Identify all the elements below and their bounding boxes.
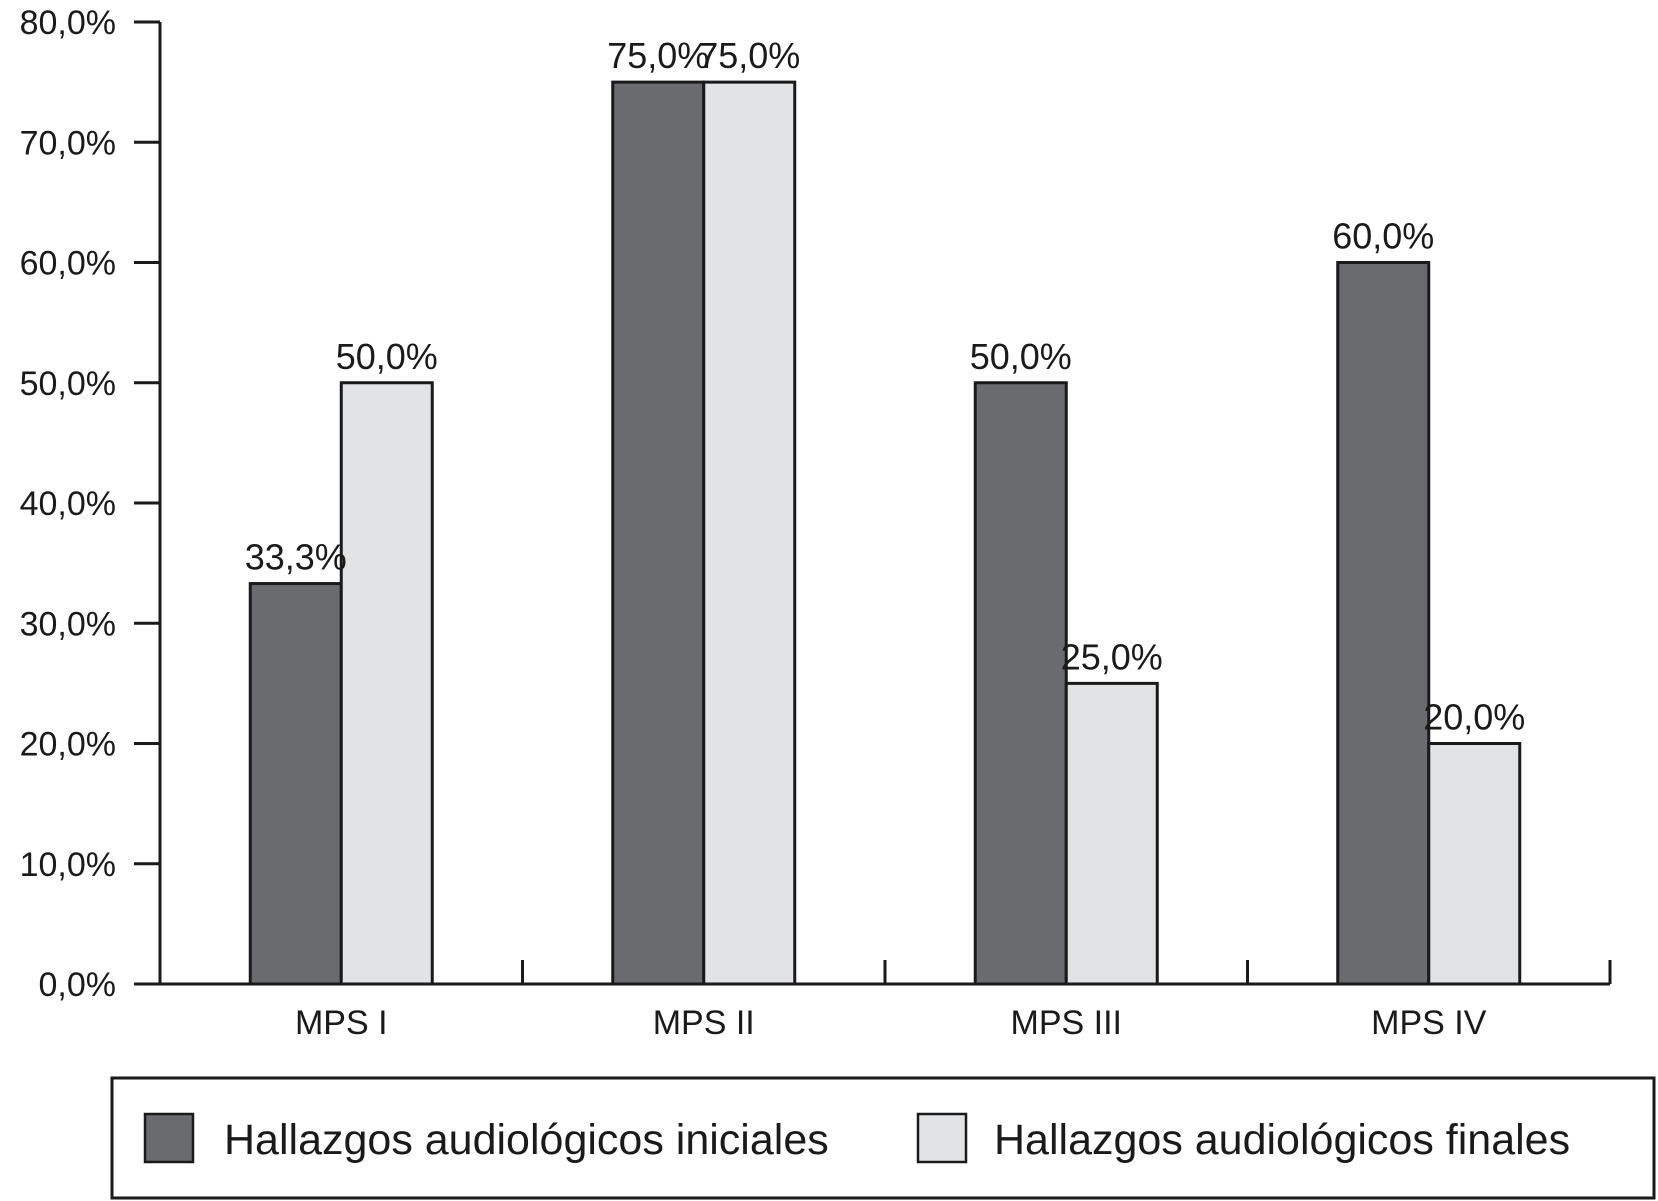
- bar-initial: [248, 582, 343, 986]
- legend-label-initial: Hallazgos audiológicos iniciales: [224, 1116, 829, 1164]
- legend-swatch-initial: [143, 1112, 195, 1164]
- bar-final: [702, 80, 797, 986]
- bar-final: [1064, 681, 1159, 986]
- data-label: 33,3%: [245, 537, 347, 578]
- data-labels: 33,3% 50,0% 75,0%75,0% 50,0% 25,0% 60,0% 20,0%: [245, 35, 1526, 737]
- bar-final: [339, 381, 434, 986]
- legend: Hallazgos audiológicos iniciales Hallazg…: [110, 1076, 1656, 1200]
- x-tick-label: MPS II: [653, 1004, 755, 1042]
- legend-swatch-final: [916, 1112, 968, 1164]
- y-tick-label: 30,0%: [20, 605, 116, 643]
- data-label: 20,0%: [1423, 697, 1525, 738]
- y-tick-label: 10,0%: [20, 846, 116, 884]
- x-tick-label: MPS I: [295, 1004, 388, 1042]
- x-tick-label: MPS IV: [1371, 1004, 1487, 1042]
- y-tick-label: 40,0%: [20, 485, 116, 523]
- bar-initial: [973, 381, 1068, 986]
- data-label: 60,0%: [1332, 216, 1434, 257]
- bar-initial: [611, 80, 706, 986]
- x-tick-label: MPS III: [1011, 1004, 1122, 1042]
- bar-initial: [1336, 261, 1431, 986]
- y-tick-label: 0,0%: [39, 966, 117, 1004]
- legend-box: [110, 1076, 1656, 1200]
- data-label: 75,0%: [607, 35, 709, 76]
- y-tick-label: 20,0%: [20, 726, 116, 764]
- bars: [248, 80, 1522, 986]
- data-label: 25,0%: [1061, 636, 1163, 677]
- legend-label-final: Hallazgos audiológicos finales: [994, 1116, 1570, 1164]
- y-tick-label: 70,0%: [20, 124, 116, 162]
- bar-final: [1427, 742, 1522, 986]
- data-label: 75,0%: [698, 35, 800, 76]
- data-label: 50,0%: [970, 336, 1072, 377]
- y-tick-label: 80,0%: [20, 4, 116, 42]
- y-tick-label: 50,0%: [20, 365, 116, 403]
- y-axis: 0,0% 10,0% 20,0% 30,0% 40,0% 50,0% 60,0% 70,0% 8…: [20, 4, 162, 1004]
- data-label: 50,0%: [336, 336, 438, 377]
- y-tick-label: 60,0%: [20, 245, 116, 283]
